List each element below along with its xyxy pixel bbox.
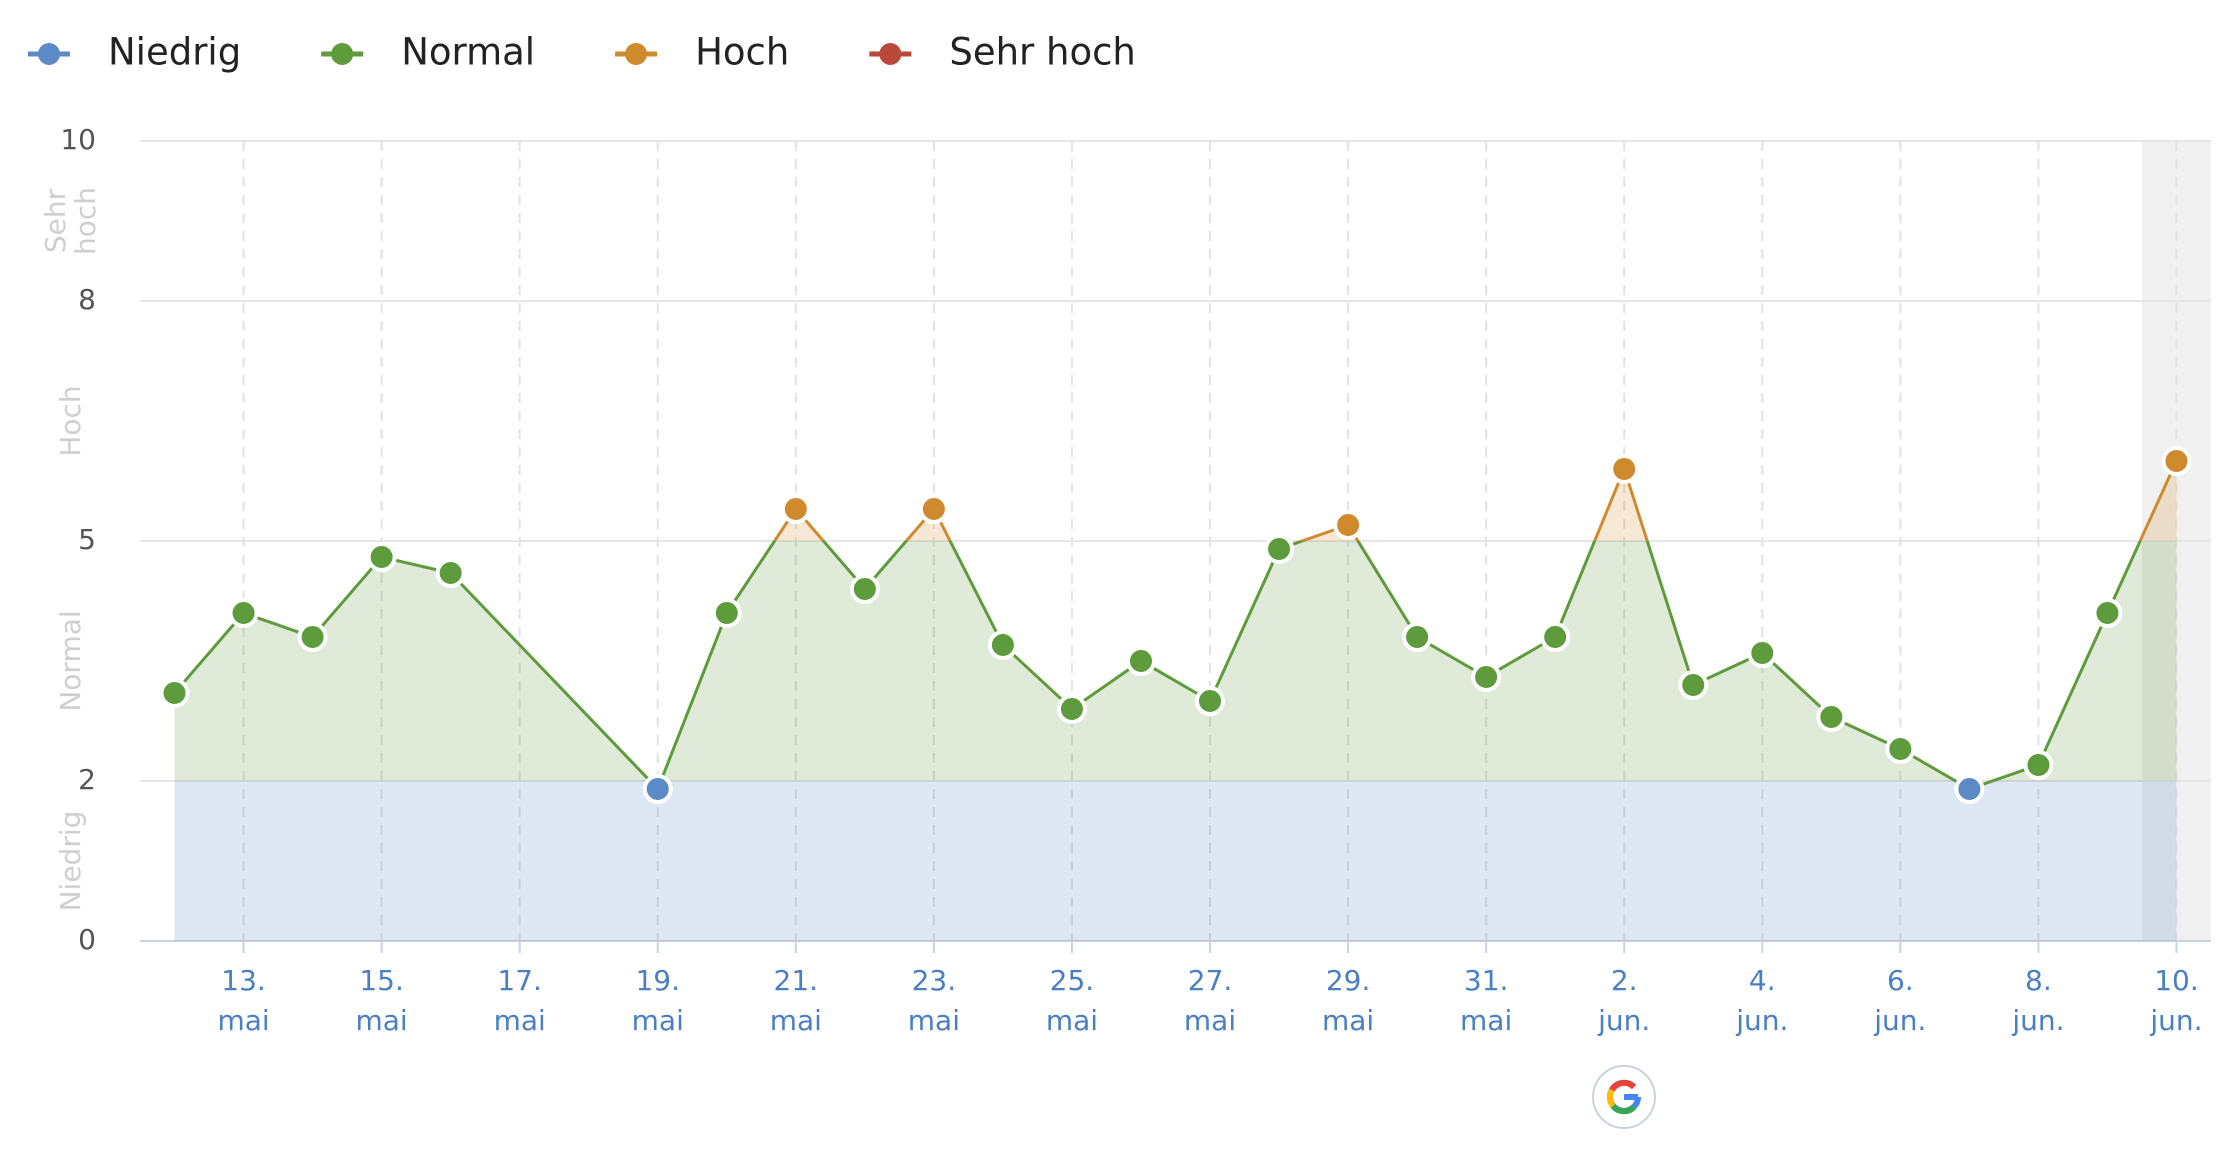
point — [1609, 454, 1640, 484]
point — [1747, 638, 1778, 668]
point — [1471, 662, 1502, 692]
x-tick-label: 29. mai — [1321, 964, 1375, 1037]
area — [174, 781, 2177, 941]
point — [159, 678, 190, 708]
point — [435, 558, 466, 588]
legend-item: Hoch — [615, 31, 789, 74]
point — [2023, 750, 2054, 780]
x-tick-label: 8. jun. — [2012, 964, 2065, 1037]
legend-marker — [38, 43, 60, 65]
point — [1885, 734, 1916, 764]
point — [1816, 702, 1847, 732]
x-tick-label: 21. mai — [769, 964, 822, 1037]
legend-marker — [879, 43, 902, 65]
point — [1195, 686, 1226, 716]
y-tick-label: 0 — [78, 923, 96, 956]
level-label: Hoch — [54, 385, 87, 456]
legend-label: Sehr hoch — [949, 31, 1136, 74]
y-tick-label: 2 — [78, 763, 96, 796]
x-tick-label: 17. mai — [493, 964, 546, 1037]
y-tick-label: 5 — [78, 523, 96, 556]
x-tick-label: 23. mai — [907, 964, 960, 1037]
legend-item: Normal — [321, 31, 535, 74]
legend-marker — [331, 43, 354, 65]
legend-marker — [625, 43, 648, 65]
area — [174, 541, 2177, 781]
point — [1333, 510, 1364, 540]
x-tick-label: 15. mai — [355, 964, 408, 1037]
legend-item: Niedrig — [28, 31, 241, 74]
y-tick-label: 8 — [78, 283, 96, 316]
legend-label: Niedrig — [108, 31, 241, 74]
point — [1125, 646, 1156, 676]
x-tick-label: 4. jun. — [1736, 964, 1789, 1037]
level-label: Normal — [54, 610, 87, 711]
level-label: Sehrhoch — [39, 187, 102, 255]
point — [1954, 774, 1985, 804]
legend-label: Hoch — [695, 31, 789, 74]
y-tick-label: 10 — [60, 123, 96, 156]
legend-label: Normal — [401, 31, 535, 74]
line — [173, 541, 2142, 781]
x-tick-label: 6. jun. — [1874, 964, 1927, 1037]
legend-item: Sehr hoch — [869, 31, 1136, 74]
x-tick-label: 27. mai — [1183, 964, 1237, 1037]
x-tick-label: 19. mai — [631, 964, 684, 1037]
point — [1264, 534, 1295, 564]
point — [642, 774, 673, 804]
point — [297, 622, 328, 652]
google-icon — [1592, 1065, 1656, 1129]
point — [366, 542, 397, 572]
point — [849, 574, 880, 604]
x-tick-label: 31. mai — [1460, 964, 1513, 1037]
level-label: Niedrig — [54, 811, 87, 912]
point — [987, 630, 1018, 660]
point — [228, 598, 259, 628]
point — [2161, 446, 2192, 476]
x-tick-label: 2. jun. — [1598, 964, 1651, 1037]
point — [1540, 622, 1571, 652]
point — [711, 598, 742, 628]
point — [1056, 694, 1087, 724]
x-tick-label: 13. mai — [217, 964, 270, 1037]
x-tick-label: 25. mai — [1045, 964, 1099, 1037]
point — [780, 494, 811, 524]
x-tick-label: 10. jun. — [2150, 964, 2203, 1037]
point — [1402, 622, 1433, 652]
point — [1678, 670, 1709, 700]
point — [918, 494, 949, 524]
point — [2092, 598, 2123, 628]
